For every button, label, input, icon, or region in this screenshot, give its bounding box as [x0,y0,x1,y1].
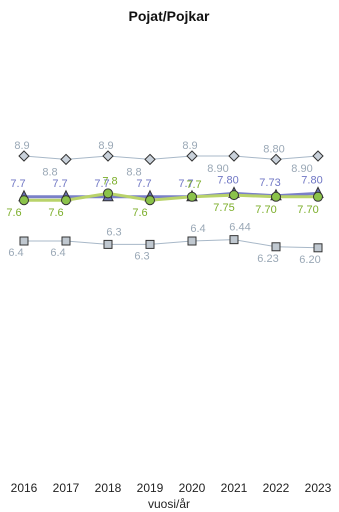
data-label: 7.6 [6,207,21,219]
data-point-square [145,239,155,249]
data-point-diamond [60,153,72,166]
x-tick-label: 2019 [137,481,164,495]
data-label: 8.90 [207,163,228,175]
data-point-circle [145,195,155,206]
data-label: 7.7 [10,178,25,190]
data-point-square [271,242,281,252]
data-point-diamond [18,150,30,162]
x-axis: 2016 2017 2018 2019 2020 2021 2022 2023 [11,481,332,495]
data-label: 6.44 [229,222,250,234]
x-tick-label: 2021 [221,481,248,495]
data-point-circle [61,195,71,206]
data-label: 7.70 [297,204,318,216]
series-line [23,155,319,160]
data-label: 6.20 [299,254,320,266]
data-label: 6.23 [257,253,278,265]
series-layer: 8.98.88.98.88.98.908.808.907.7 7.7 7.7 7.7 7… [6,140,324,266]
x-tick-label: 2022 [263,481,290,495]
data-point-diamond [312,150,324,162]
data-label: 8.90 [291,163,312,175]
data-point-diamond [228,150,240,162]
data-point-square [61,236,71,246]
data-label: 7.7 [186,179,201,191]
data-label: 8.9 [14,140,29,152]
data-label: 7.70 [255,204,276,216]
data-label: 8.8 [126,166,141,178]
data-label: 7.80 [301,174,322,186]
data-label: 6.3 [106,226,121,238]
data-label: 7.73 [259,177,280,189]
series-line [24,239,319,249]
chart-title: Pojat/Pojkar [129,8,210,24]
data-label: 7.6 [48,207,63,219]
data-point-square [313,243,323,253]
data-point-square [19,236,29,246]
data-label: 7.80 [217,174,238,186]
series-circle: 7.6 7.6 7.8 7.6 7.7 7.75 7.70 7.70 [6,175,323,219]
data-label: 8.9 [182,140,197,152]
x-tick-label: 2017 [53,481,80,495]
data-point-circle [19,195,29,206]
data-label: 7.8 [102,175,117,187]
data-label: 8.80 [263,143,284,155]
data-label: 7.6 [132,207,147,219]
data-label: 6.4 [8,247,23,259]
x-tick-label: 2020 [179,481,206,495]
data-point-diamond [270,153,282,166]
data-point-diamond [102,150,114,162]
x-tick-label: 2023 [305,481,332,495]
data-point-square [103,239,113,249]
data-point-circle [313,191,323,202]
data-point-diamond [144,153,156,166]
data-point-diamond [186,150,198,162]
data-label: 7.7 [52,178,67,190]
series-square: 6.4 6.4 6.3 6.3 6.4 6.44 6.23 6.20 [8,222,323,266]
data-point-square [229,235,239,245]
series-line [24,191,318,202]
x-tick-label: 2016 [11,481,38,495]
data-point-circle [271,191,281,202]
data-point-circle [229,190,239,201]
x-tick-label: 2018 [95,481,122,495]
data-label: 8.8 [42,166,57,178]
data-label: 6.4 [190,223,205,235]
data-label: 7.7 [94,178,109,190]
data-label: 7.7 [136,178,151,190]
data-label: 6.3 [134,250,149,262]
data-point-circle [103,188,113,199]
x-axis-label: vuosi/år [148,497,190,511]
data-point-circle [187,191,197,202]
data-label: 6.4 [50,247,65,259]
data-label: 7.7 [178,178,193,190]
data-label: 7.75 [213,202,234,214]
data-point-square [187,236,197,246]
data-label: 8.9 [98,140,113,152]
series-diamond: 8.9 8.8 8.9 8.8 8.9 8.90 8.80 8.90 [14,140,324,178]
